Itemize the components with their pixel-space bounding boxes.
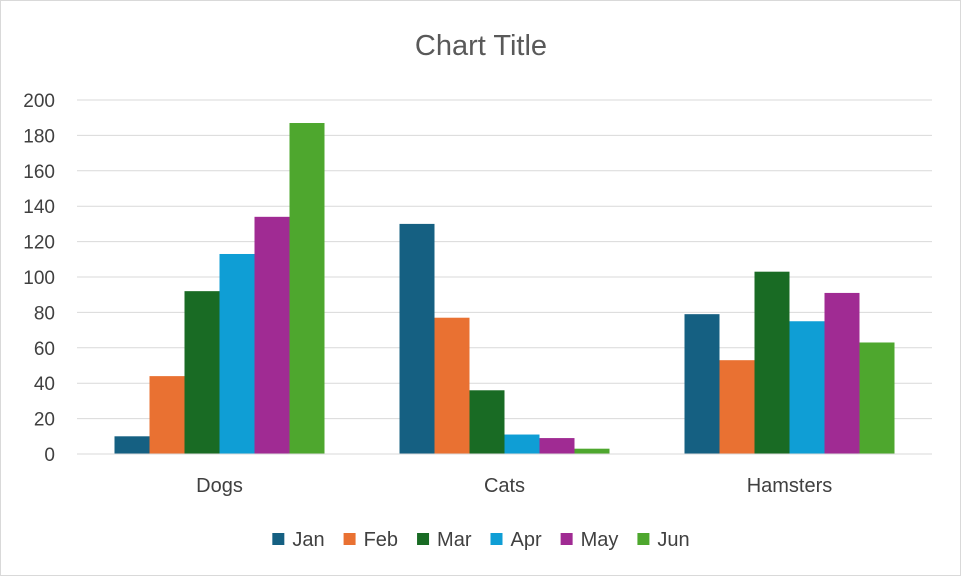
y-tick-label: 120 <box>23 233 55 254</box>
legend-swatch-jan <box>272 533 285 545</box>
legend-swatch-jun <box>637 533 650 545</box>
x-axis-category-labels: Dogs Cats Hamsters <box>196 475 832 497</box>
bar-apr-cats <box>504 434 540 454</box>
bar-may-hamsters <box>824 292 860 454</box>
chart-title: Chart Title <box>415 30 547 62</box>
bar-may-cats <box>539 438 575 454</box>
bar-jun-dogs <box>289 123 325 454</box>
y-axis-tick-labels: 0 20 40 60 80 100 120 140 160 180 200 <box>23 91 55 466</box>
bar-may-dogs <box>254 216 290 454</box>
bar-feb-hamsters <box>719 360 755 454</box>
bar-jan-cats <box>399 223 435 454</box>
y-tick-label: 200 <box>23 91 55 112</box>
legend-label: Apr <box>511 529 542 551</box>
legend: Jan Feb Mar Apr May Jun <box>272 529 690 551</box>
y-tick-label: 20 <box>34 410 55 431</box>
bar-jun-cats <box>574 448 610 454</box>
y-tick-label: 160 <box>23 162 55 183</box>
y-tick-label: 100 <box>23 268 55 289</box>
category-label: Dogs <box>196 475 243 497</box>
legend-swatch-feb <box>343 533 356 545</box>
bar-apr-dogs <box>219 253 255 454</box>
bars <box>114 123 895 454</box>
legend-label: Feb <box>364 529 398 551</box>
y-tick-label: 80 <box>34 303 55 324</box>
bar-feb-cats <box>434 317 470 454</box>
legend-swatch-mar <box>417 533 430 545</box>
y-tick-label: 0 <box>44 445 55 466</box>
bar-jan-dogs <box>114 436 150 454</box>
y-tick-label: 60 <box>34 339 55 360</box>
bar-mar-hamsters <box>754 271 790 454</box>
legend-label: Jan <box>292 529 324 551</box>
legend-label: May <box>581 529 619 551</box>
y-tick-label: 140 <box>23 197 55 218</box>
bar-mar-dogs <box>184 291 220 454</box>
category-label: Hamsters <box>747 475 833 497</box>
legend-label: Jun <box>657 529 689 551</box>
bar-mar-cats <box>469 390 505 454</box>
legend-swatch-apr <box>490 533 503 545</box>
y-tick-label: 180 <box>23 126 55 147</box>
legend-swatch-may <box>560 533 573 545</box>
bar-apr-hamsters <box>789 321 825 454</box>
bar-jun-hamsters <box>859 342 895 454</box>
bar-jan-hamsters <box>684 314 720 454</box>
legend-label: Mar <box>437 529 472 551</box>
bar-feb-dogs <box>149 376 185 454</box>
category-label: Cats <box>484 475 525 497</box>
y-tick-label: 40 <box>34 374 55 395</box>
